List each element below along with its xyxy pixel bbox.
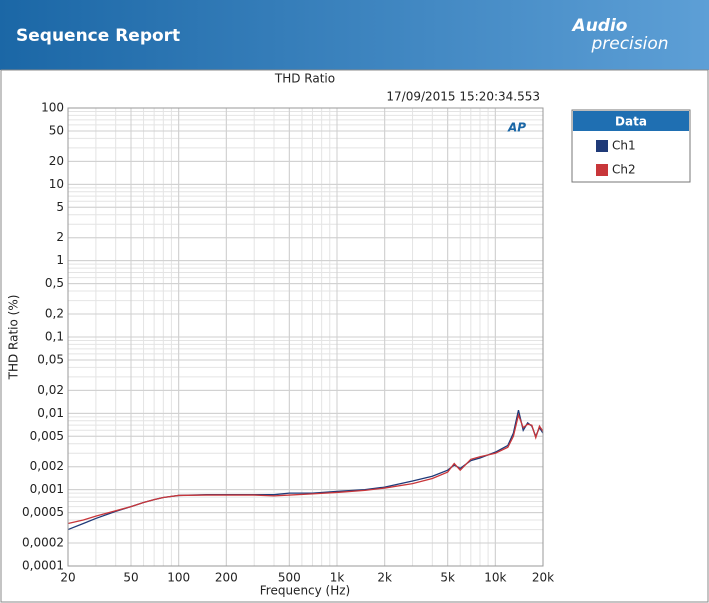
ap-logo: AP bbox=[507, 121, 526, 135]
header-title: Sequence Report bbox=[16, 26, 180, 46]
y-tick-label: 0,0005 bbox=[22, 505, 64, 519]
x-axis-label: Frequency (Hz) bbox=[260, 584, 351, 598]
timestamp: 17/09/2015 15:20:34.553 bbox=[386, 90, 540, 104]
plot: 100 50 20 10 5 2 1 0,5 0,2 0,1 0,05 0,02 0,01 0,005 0,… bbox=[22, 101, 554, 585]
x-tick-label: 500 bbox=[278, 571, 301, 585]
chart-title: THD Ratio bbox=[274, 72, 335, 86]
y-tick-label: 0,2 bbox=[45, 307, 64, 321]
y-tick-label: 0,005 bbox=[30, 429, 64, 443]
x-tick-label: 200 bbox=[215, 571, 238, 585]
x-tick-label: 1k bbox=[330, 571, 345, 585]
data-line bbox=[67, 412, 544, 525]
x-tick-label: 20 bbox=[60, 571, 75, 585]
legend-swatch bbox=[596, 140, 608, 152]
legend-label: Ch2 bbox=[612, 163, 636, 177]
y-tick-label: 10 bbox=[49, 177, 64, 191]
y-tick-label: 100 bbox=[41, 101, 64, 115]
y-tick-label: 50 bbox=[49, 123, 64, 137]
y-tick-label: 0,1 bbox=[45, 330, 64, 344]
y-tick-label: 5 bbox=[56, 200, 64, 214]
legend-swatch bbox=[596, 164, 608, 176]
legend-header bbox=[573, 111, 689, 131]
y-tick-label: 2 bbox=[56, 230, 64, 244]
x-tick-label: 5k bbox=[440, 571, 455, 585]
y-axis-label: THD Ratio (%) bbox=[7, 295, 21, 381]
legend-title: Data bbox=[615, 115, 647, 129]
y-tick-label: 1 bbox=[56, 253, 64, 267]
y-tick-label: 20 bbox=[49, 154, 64, 168]
logo-top: Audio bbox=[571, 16, 628, 36]
legend-entries: Ch1 Ch2 bbox=[596, 139, 636, 177]
y-tick-label: 0,05 bbox=[37, 352, 64, 366]
y-tick-label: 0,01 bbox=[37, 406, 64, 420]
y-tick-label: 0,02 bbox=[37, 383, 64, 397]
plot-border bbox=[67, 107, 544, 567]
y-tick-label: 0,002 bbox=[30, 459, 64, 473]
x-tick-label: 20k bbox=[532, 571, 554, 585]
y-tick-label: 0,001 bbox=[30, 482, 64, 496]
logo-bottom: precision bbox=[590, 34, 668, 54]
legend-label: Ch1 bbox=[612, 139, 636, 153]
x-tick-label: 10k bbox=[484, 571, 506, 585]
x-tick-label: 2k bbox=[377, 571, 392, 585]
x-tick-label: 50 bbox=[123, 571, 138, 585]
y-tick-label: 0,0002 bbox=[22, 536, 64, 550]
y-tick-label: 0,0001 bbox=[22, 559, 64, 573]
x-tick-label: 100 bbox=[167, 571, 190, 585]
y-tick-label: 0,5 bbox=[45, 276, 64, 290]
header-bar bbox=[0, 0, 709, 70]
